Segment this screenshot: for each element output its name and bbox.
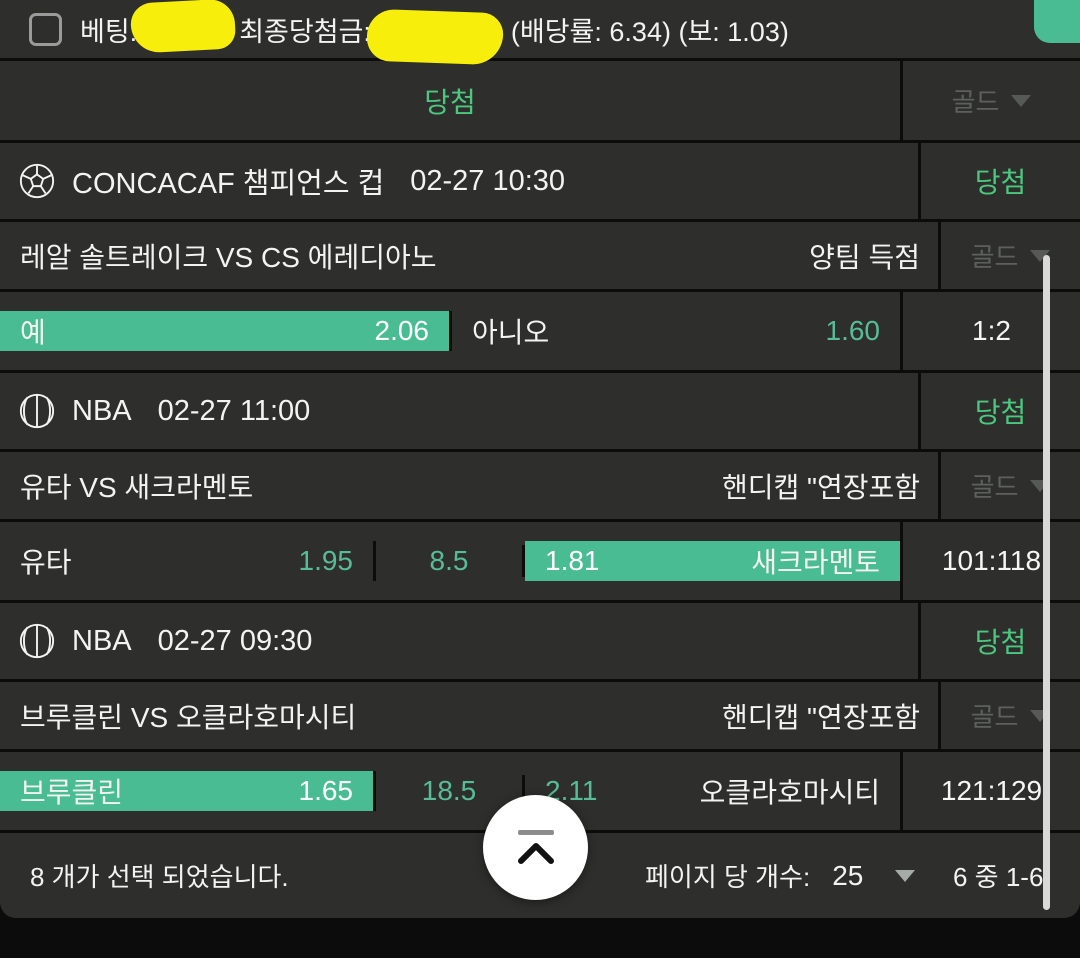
corner-action-button[interactable] (1034, 0, 1080, 43)
final-win-label: 최종당첨금: (239, 16, 371, 47)
selection-label: 새크라멘토 (751, 547, 880, 578)
match-status: 당첨 (974, 167, 1027, 198)
gold-dropdown[interactable]: 골드 (971, 237, 1051, 274)
odds-cell-selected: 예 2.06 (0, 311, 452, 351)
match-header: CONCACAF 챔피언스 컵 02-27 10:30 당첨 (0, 143, 1080, 222)
gold-label: 골드 (970, 472, 1019, 502)
redaction-mark (366, 8, 504, 66)
team-names: 유타 VS 새크라멘토 (20, 471, 254, 503)
selection-label: 오클라호마시티 (699, 777, 880, 808)
match-datetime: 02-27 11:00 (157, 394, 311, 427)
chevron-down-icon[interactable] (895, 869, 916, 882)
match-datetime: 02-27 10:30 (410, 164, 566, 197)
scroll-to-top-button[interactable] (483, 795, 588, 900)
odds-value: 1.60 (825, 315, 881, 346)
odds-value: 1.81 (545, 545, 600, 576)
scroll-to-top-bar (517, 830, 554, 835)
select-bet-checkbox[interactable] (29, 12, 62, 46)
handicap-value: 18.5 (421, 775, 477, 806)
odds-row: 예 2.06 아니오 1.60 1:2 (0, 292, 1080, 373)
market-name: 핸디캡 "연장포함 (721, 701, 920, 733)
bet-slip-header: 베팅: 최종당첨금: (배당률: 6.34) (보: 1.03) (0, 0, 1080, 66)
handicap-value: 8.5 (429, 545, 469, 576)
pagination-range: 6 중 1-6 (953, 862, 1044, 892)
page-size-label: 페이지 당 개수: (645, 862, 811, 892)
odds-cell: 유타 1.95 (0, 541, 376, 581)
odds-cell: 2.11 오클라호마시티 (525, 771, 900, 811)
page-size-control: 페이지 당 개수: 25 (645, 857, 916, 894)
odds-value: 2.06 (374, 315, 430, 346)
list-footer: 8 개가 선택 되었습니다. 페이지 당 개수: 25 6 중 1-6 (0, 833, 1080, 918)
league-name: NBA (72, 394, 132, 427)
selection-label: 유타 (20, 547, 72, 578)
match-datetime: 02-27 09:30 (157, 624, 313, 657)
match-header: NBA 02-27 09:30 당첨 (0, 603, 1080, 682)
gold-label: 골드 (970, 242, 1019, 272)
handicap-cell: 18.5 (376, 775, 525, 807)
gold-label: 골드 (970, 702, 1019, 732)
match-score: 1:2 (972, 315, 1011, 346)
gold-dropdown[interactable]: 골드 (971, 467, 1051, 504)
league-name: CONCACAF 챔피언스 컵 (72, 168, 385, 200)
odds-cell: 아니오 1.60 (452, 311, 900, 351)
match-teams-row: 레알 솔트레이크 VS CS 에레디아노 양팀 득점 골드 (0, 222, 1080, 292)
selection-label: 예 (20, 317, 46, 348)
gold-dropdown[interactable]: 골드 (952, 82, 1032, 119)
match-teams-row: 브루클린 VS 오클라호마시티 핸디캡 "연장포함 골드 (0, 682, 1080, 752)
match-header: NBA 02-27 11:00 당첨 (0, 373, 1080, 452)
bet-status: 당첨 (424, 86, 476, 118)
chevron-down-icon (1011, 94, 1032, 107)
odds-info: (배당률: 6.34) (보: 1.03) (510, 16, 789, 47)
match-score: 121:129 (940, 775, 1043, 806)
basketball-icon (19, 623, 55, 659)
odds-value: 1.95 (298, 545, 354, 576)
bet-slip-panel: 베팅: 최종당첨금: (배당률: 6.34) (보: 1.03) 당첨 골드 (0, 0, 1080, 918)
page-size-value[interactable]: 25 (832, 859, 864, 891)
league-name: NBA (72, 624, 132, 657)
gold-label: 골드 (951, 87, 1000, 117)
team-names: 레알 솔트레이크 VS CS 에레디아노 (20, 241, 437, 273)
selection-label: 아니오 (472, 317, 550, 348)
odds-cell-selected: 브루클린 1.65 (0, 771, 376, 811)
redaction-mark (129, 0, 237, 54)
match-teams-row: 유타 VS 새크라멘토 핸디캡 "연장포함 골드 (0, 452, 1080, 522)
market-name: 핸디캡 "연장포함 (721, 471, 920, 503)
scrollbar-thumb[interactable] (1043, 255, 1050, 910)
odds-cell-selected: 1.81 새크라멘토 (525, 541, 900, 581)
market-name: 양팀 득점 (809, 241, 920, 273)
selection-label: 브루클린 (20, 777, 124, 808)
bet-result-row: 당첨 골드 (0, 61, 1080, 143)
handicap-cell: 8.5 (376, 545, 525, 577)
match-status: 당첨 (974, 627, 1027, 658)
team-names: 브루클린 VS 오클라호마시티 (20, 701, 357, 733)
bet-label: 베팅: (80, 16, 138, 47)
match-score: 101:118 (941, 545, 1042, 576)
odds-value: 1.65 (298, 775, 354, 806)
basketball-icon (19, 393, 55, 429)
odds-row: 브루클린 1.65 18.5 2.11 오클라호마시티 121:129 (0, 752, 1080, 833)
gold-dropdown[interactable]: 골드 (971, 697, 1051, 734)
chevron-up-icon (517, 843, 554, 864)
soccer-ball-icon (19, 163, 55, 199)
selection-count-text: 8 개가 선택 되었습니다. (30, 862, 289, 892)
match-status: 당첨 (974, 397, 1027, 428)
odds-row: 유타 1.95 8.5 1.81 새크라멘토 101:118 (0, 522, 1080, 603)
